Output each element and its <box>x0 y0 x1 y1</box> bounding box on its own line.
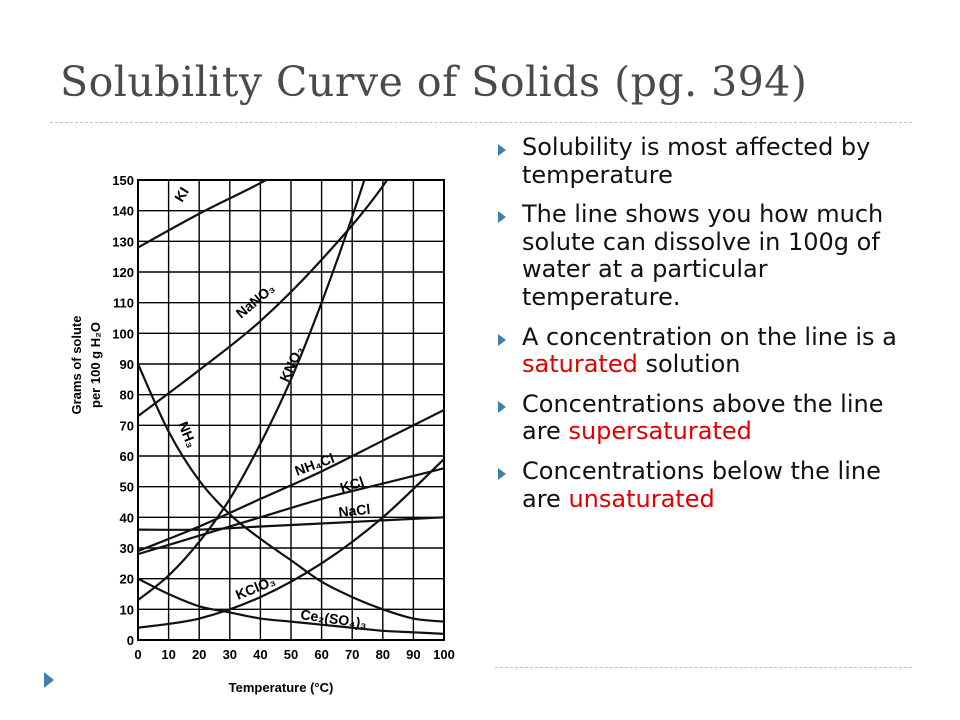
x-tick-label: 100 <box>433 647 455 662</box>
title-divider <box>50 122 912 123</box>
series-line <box>138 180 366 601</box>
bullet-item: Concentrations above the line are supers… <box>498 389 918 446</box>
y-tick-label: 40 <box>120 510 134 525</box>
x-tick-label: 60 <box>314 647 328 662</box>
y-tick-label: 50 <box>120 480 134 495</box>
triangle-bullet-icon <box>498 211 506 224</box>
x-tick-label: 40 <box>253 647 267 662</box>
series-line <box>138 467 444 556</box>
bullet-text-tail: solution <box>637 350 741 379</box>
x-tick-label: 90 <box>406 647 420 662</box>
y-tick-label: 90 <box>120 357 134 372</box>
series-label: KCl <box>338 473 366 496</box>
footer-divider <box>495 667 912 668</box>
triangle-bullet-icon <box>498 400 506 413</box>
x-tick-label: 20 <box>192 647 206 662</box>
series-line <box>138 516 444 531</box>
triangle-marker-icon <box>44 672 54 688</box>
x-tick-label: 10 <box>161 647 175 662</box>
y-tick-label: 10 <box>120 602 134 617</box>
bullet-text: Concentrations below the line are <box>522 456 881 513</box>
y-tick-label: 70 <box>120 418 134 433</box>
series-line <box>138 180 269 249</box>
x-tick-label: 70 <box>345 647 359 662</box>
bullet-text: Concentrations above the line are <box>522 389 884 446</box>
highlighted-term: saturated <box>522 350 638 379</box>
bullet-item: The line shows you how much solute can d… <box>498 200 918 311</box>
series-label: KI <box>171 184 192 204</box>
y-tick-label: 140 <box>112 204 134 219</box>
y-tick-label: 100 <box>112 326 134 341</box>
series-line <box>138 577 444 635</box>
series-label: NaNO₃ <box>233 280 278 321</box>
y-tick-label: 60 <box>120 449 134 464</box>
y-tick-label: 130 <box>112 234 134 249</box>
bullet-item: Concentrations below the line are unsatu… <box>498 456 918 513</box>
y-axis-label: Grams of solute <box>69 316 84 415</box>
bullet-text: Solubility is most affected by temperatu… <box>522 133 871 189</box>
highlighted-term: supersaturated <box>568 417 752 446</box>
x-tick-label: 30 <box>223 647 237 662</box>
y-tick-label: 110 <box>113 296 134 311</box>
bullet-item: Solubility is most affected by temperatu… <box>498 133 918 189</box>
highlighted-term: unsaturated <box>568 484 715 513</box>
series-line <box>138 363 444 623</box>
y-tick-label: 20 <box>120 572 134 587</box>
x-tick-label: 50 <box>284 647 298 662</box>
y-tick-label: 30 <box>120 541 134 556</box>
bullet-list: Solubility is most affected by temperatu… <box>498 133 918 525</box>
series-label: NaCl <box>338 501 371 520</box>
x-tick-label: 0 <box>134 647 141 662</box>
bullet-text: A concentration on the line is a <box>522 322 897 351</box>
y-tick-label: 80 <box>120 388 134 403</box>
series-lines <box>138 180 444 635</box>
chart-grid <box>137 179 445 641</box>
y-tick-label: 120 <box>112 265 134 280</box>
x-axis-label: Temperature (°C) <box>229 680 334 695</box>
solubility-chart: 0 10 20 30 40 50 60 70 80 90 100 0 10 20 30 40 50 60 70 80 9… <box>69 173 455 695</box>
y-axis-label: per 100 g H₂O <box>88 322 103 408</box>
triangle-bullet-icon <box>498 467 506 480</box>
x-tick-label: 80 <box>376 647 390 662</box>
series-line <box>138 458 444 629</box>
triangle-bullet-icon <box>498 333 506 346</box>
series-line <box>138 180 389 418</box>
series-label: NH₃ <box>175 419 200 450</box>
y-tick-label: 150 <box>112 173 134 188</box>
slide-title: Solubility Curve of Solids (pg. 394) <box>60 58 808 106</box>
bullet-text: The line shows you how much solute can d… <box>522 200 884 311</box>
y-tick-label: 0 <box>127 633 134 648</box>
triangle-bullet-icon <box>498 144 506 156</box>
bullet-item: A concentration on the line is a saturat… <box>498 322 918 379</box>
